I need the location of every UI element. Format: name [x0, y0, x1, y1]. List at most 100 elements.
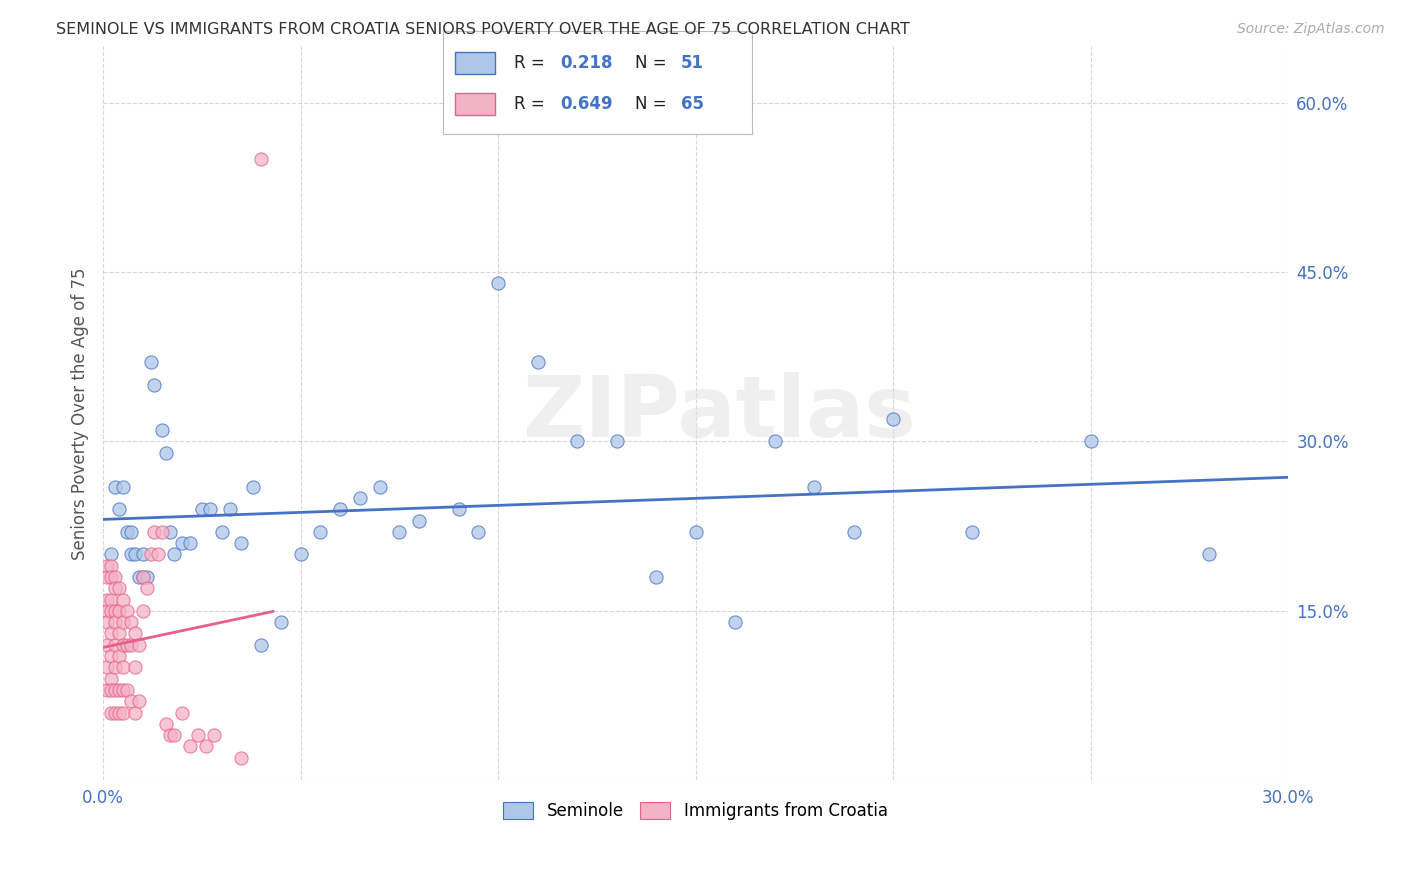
Text: ZIPatlas: ZIPatlas [523, 372, 917, 455]
Point [143, 378, 166, 392]
Point [231, 750, 253, 764]
Point [104, 604, 127, 618]
Point [111, 638, 134, 652]
Point [120, 694, 142, 708]
Point [763, 434, 786, 449]
Point [250, 638, 273, 652]
Point [131, 570, 153, 584]
Point [159, 524, 181, 539]
Point [128, 638, 150, 652]
Point [96, 592, 118, 607]
Point [368, 480, 391, 494]
Point [1198, 548, 1220, 562]
Point [120, 638, 142, 652]
Point [388, 524, 411, 539]
Point [960, 524, 983, 539]
Point [120, 548, 142, 562]
FancyBboxPatch shape [456, 93, 495, 115]
Point [155, 446, 177, 460]
Point [163, 728, 186, 742]
Point [96, 604, 118, 618]
Y-axis label: Seniors Poverty Over the Age of 75: Seniors Poverty Over the Age of 75 [72, 267, 89, 559]
Point [104, 660, 127, 674]
Point [115, 638, 138, 652]
Text: SEMINOLE VS IMMIGRANTS FROM CROATIA SENIORS POVERTY OVER THE AGE OF 75 CORRELATI: SEMINOLE VS IMMIGRANTS FROM CROATIA SENI… [56, 22, 910, 37]
Point [329, 502, 352, 516]
Legend: Seminole, Immigrants from Croatia: Seminole, Immigrants from Croatia [496, 796, 894, 827]
Point [309, 524, 332, 539]
FancyBboxPatch shape [456, 52, 495, 74]
Point [231, 536, 253, 550]
Point [211, 524, 233, 539]
Point [104, 706, 127, 720]
Point [131, 604, 153, 618]
Point [724, 615, 747, 630]
Point [250, 152, 273, 166]
Point [148, 548, 170, 562]
Point [606, 434, 628, 449]
Point [96, 660, 118, 674]
Point [100, 626, 122, 640]
Point [100, 682, 122, 697]
Point [108, 502, 131, 516]
Point [139, 355, 162, 369]
Point [172, 706, 194, 720]
Point [159, 728, 181, 742]
Point [218, 502, 240, 516]
Point [108, 649, 131, 664]
Point [111, 660, 134, 674]
Point [202, 728, 225, 742]
Point [124, 548, 146, 562]
Point [120, 524, 142, 539]
Point [104, 682, 127, 697]
Point [96, 558, 118, 573]
Point [408, 514, 430, 528]
Point [100, 558, 122, 573]
Point [100, 548, 122, 562]
Point [191, 502, 214, 516]
Point [100, 672, 122, 686]
Point [155, 716, 177, 731]
Point [111, 682, 134, 697]
Point [108, 682, 131, 697]
Text: Source: ZipAtlas.com: Source: ZipAtlas.com [1237, 22, 1385, 37]
Point [135, 570, 157, 584]
Point [565, 434, 588, 449]
Point [104, 480, 127, 494]
Point [179, 739, 201, 754]
Point [100, 570, 122, 584]
Point [1080, 434, 1102, 449]
Text: 0.218: 0.218 [561, 54, 613, 71]
Point [842, 524, 865, 539]
Point [131, 548, 153, 562]
Point [111, 615, 134, 630]
Point [124, 706, 146, 720]
Point [194, 739, 217, 754]
Point [104, 570, 127, 584]
Point [685, 524, 707, 539]
Point [150, 423, 173, 437]
Point [135, 582, 157, 596]
Point [96, 638, 118, 652]
Point [349, 491, 371, 505]
Point [111, 706, 134, 720]
Point [96, 570, 118, 584]
Point [96, 682, 118, 697]
Point [447, 502, 470, 516]
Text: N =: N = [634, 54, 672, 71]
Point [115, 604, 138, 618]
Point [198, 502, 221, 516]
Point [128, 694, 150, 708]
Point [115, 682, 138, 697]
Point [100, 706, 122, 720]
Point [108, 706, 131, 720]
Point [242, 480, 264, 494]
Text: N =: N = [634, 95, 672, 112]
Point [143, 524, 166, 539]
Point [163, 548, 186, 562]
Point [104, 582, 127, 596]
Point [139, 548, 162, 562]
Point [111, 592, 134, 607]
Point [96, 615, 118, 630]
Point [104, 638, 127, 652]
